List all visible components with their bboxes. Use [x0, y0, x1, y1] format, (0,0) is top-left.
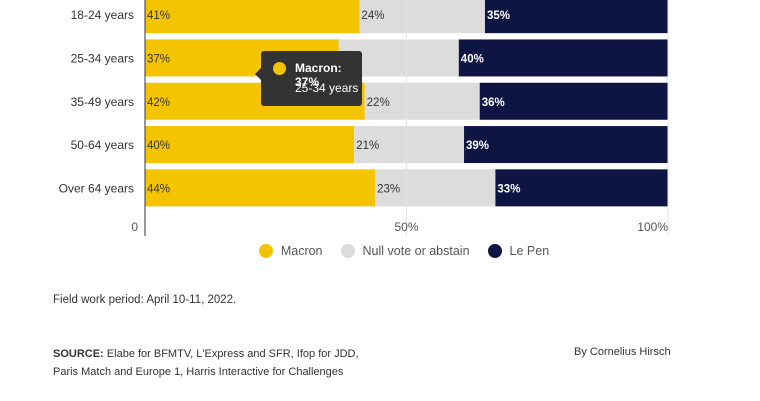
x-tick-label-0: 0 — [131, 220, 138, 234]
legend-item-null-vote[interactable]: Null vote or abstain — [340, 244, 470, 258]
tooltip-swatch — [273, 62, 286, 75]
source-label: SOURCE: — [53, 348, 104, 360]
data-label-2-0: 42% — [147, 97, 170, 109]
legend-item-le-pen[interactable]: Le Pen — [487, 244, 550, 258]
data-label-4-0: 44% — [147, 183, 170, 195]
bar-null-vote-or-abstain-3[interactable] — [354, 126, 465, 164]
legend-swatch-le-pen — [487, 244, 502, 258]
legend-item-macron[interactable]: Macron — [258, 244, 323, 258]
bar-null-vote-or-abstain-2[interactable] — [364, 82, 480, 120]
byline: By Cornelius Hirsch — [574, 346, 671, 358]
legend-label-macron: Macron — [280, 244, 323, 258]
category-label-2: 35-49 years — [71, 95, 134, 109]
bar-macron-3[interactable] — [145, 126, 355, 164]
data-label-4-2: 33% — [497, 183, 520, 195]
data-label-4-1: 23% — [377, 183, 400, 195]
data-label-3-1: 21% — [356, 140, 379, 152]
chart-tooltip: Macron: 37% 25-34 years — [255, 51, 362, 106]
tooltip-subtitle: 25-34 years — [295, 81, 359, 95]
category-label-4: Over 64 years — [59, 181, 134, 195]
data-label-1-0: 37% — [147, 53, 170, 65]
category-label-1: 25-34 years — [71, 51, 134, 65]
legend-label-null-vote: Null vote or abstain — [362, 244, 470, 258]
bar-le-pen-0[interactable] — [484, 0, 668, 34]
data-label-3-0: 40% — [147, 140, 170, 152]
fieldwork-note: Field work period: April 10-11, 2022. — [53, 294, 237, 306]
legend-swatch-null-vote — [340, 244, 355, 258]
tooltip-title: Macron: 37% — [295, 61, 342, 89]
bar-null-vote-or-abstain-4[interactable] — [375, 169, 496, 207]
data-label-2-1: 22% — [367, 97, 390, 109]
source-text: Elabe for BFMTV, L'Express and SFR, Ifop… — [53, 348, 359, 378]
bar-le-pen-3[interactable] — [464, 126, 668, 164]
bar-macron-4[interactable] — [145, 169, 376, 207]
source-note: SOURCE: Elabe for BFMTV, L'Express and S… — [53, 346, 383, 381]
bar-null-vote-or-abstain-0[interactable] — [359, 0, 485, 34]
stacked-bar-chart: 41% 24% 35% 18-24 years 37% 40% 25-34 years 42%… — [59, 0, 669, 236]
data-label-0-2: 35% — [487, 10, 510, 22]
data-label-0-1: 24% — [361, 10, 384, 22]
legend-swatch-macron — [258, 244, 273, 258]
bar-le-pen-4[interactable] — [495, 169, 668, 207]
data-label-0-0: 41% — [147, 10, 170, 22]
legend-label-le-pen: Le Pen — [509, 244, 550, 258]
bar-le-pen-2[interactable] — [479, 82, 668, 120]
bar-le-pen-1[interactable] — [458, 39, 668, 77]
data-label-3-2: 39% — [466, 140, 489, 152]
category-label-0: 18-24 years — [71, 8, 134, 22]
data-label-2-2: 36% — [482, 97, 505, 109]
category-label-3: 50-64 years — [71, 138, 134, 152]
data-label-1-2: 40% — [461, 53, 484, 65]
legend: Macron Null vote or abstain Le Pen — [0, 244, 760, 258]
x-tick-label-1: 50% — [394, 220, 418, 234]
x-tick-label-2: 100% — [637, 220, 668, 234]
bar-macron-0[interactable] — [145, 0, 360, 34]
